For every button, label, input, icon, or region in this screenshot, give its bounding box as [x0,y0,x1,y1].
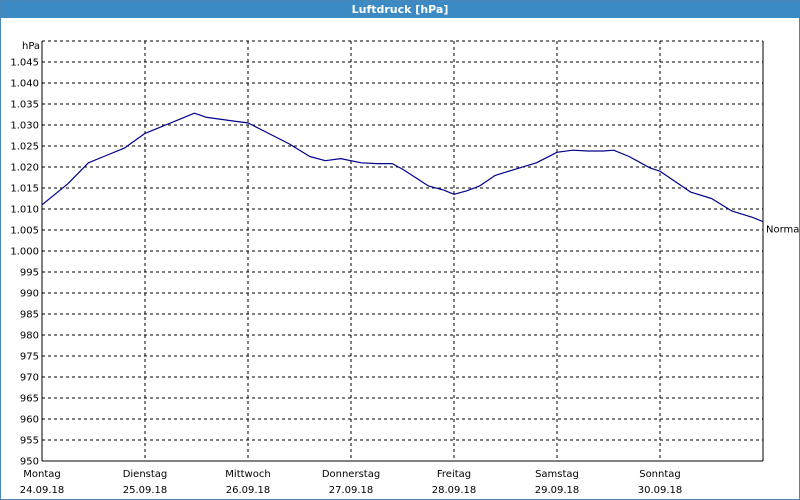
x-tick-day-label: Montag [23,469,60,480]
x-tick-date-label: 27.09.18 [329,485,374,496]
x-tick-date-label: 28.09.18 [432,485,477,496]
y-tick-label: 955 [20,436,39,447]
y-tick-label: 1.010 [10,205,39,216]
y-tick-label: 1.035 [10,100,39,111]
x-tick-day-label: Dienstag [123,469,168,480]
y-axis-label: hPa [22,41,40,52]
y-tick-label: 1.015 [10,184,39,195]
y-tick-label: 965 [20,394,39,405]
x-tick-date-label: 25.09.18 [123,485,168,496]
x-axis-ticks: Montag 24.09.18 Dienstag 25.09.18 Mittwoch 26… [20,469,683,496]
series-line-1 [41,112,764,223]
chart-title: Luftdruck [hPa] [1,1,799,18]
x-tick-date-label: 30.09.18 [638,485,683,496]
y-tick-label: 985 [20,310,39,321]
y-tick-label: 1.005 [10,226,39,237]
x-tick-day-label: Samstag [535,469,579,480]
x-tick-day-label: Sonntag [639,469,681,480]
y-tick-label: 1.030 [10,121,39,132]
y-tick-label: 960 [20,415,39,426]
y-tick-label: 980 [20,331,39,342]
x-tick-date-label: 29.09.18 [535,485,580,496]
y-tick-label: 950 [20,457,39,468]
x-tick-day-label: Donnerstag [322,469,380,480]
y-tick-label: 990 [20,289,39,300]
y-tick-label: 1.020 [10,163,39,174]
y-tick-label: 1.000 [10,247,39,258]
series-group: Normal [41,112,799,236]
y-tick-label: 975 [20,352,39,363]
series-label: Normal [766,225,799,236]
axes [41,40,764,462]
y-tick-label: 1.040 [10,79,39,90]
y-tick-label: 995 [20,268,39,279]
x-tick-date-label: 24.09.18 [20,485,65,496]
grid [42,41,763,461]
x-tick-day-label: Mittwoch [225,469,270,480]
y-tick-label: 970 [20,373,39,384]
x-tick-day-label: Freitag [437,469,471,480]
y-tick-label: 1.025 [10,142,39,153]
y-axis-ticks: 950 955 960 965 970 975 980 985 990 995 1.000 1.005… [10,58,39,468]
y-tick-label: 1.045 [10,58,39,69]
x-tick-date-label: 26.09.18 [226,485,271,496]
